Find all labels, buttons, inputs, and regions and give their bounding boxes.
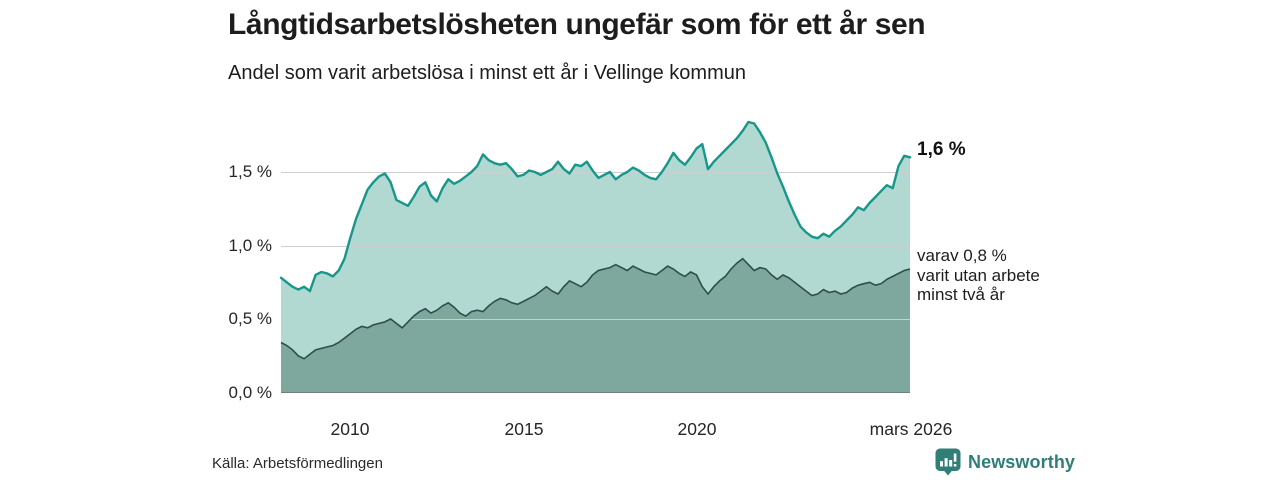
y-tick-label: 1,5 % (228, 162, 272, 181)
series-line-one-year (279, 120, 912, 293)
x-tick-label: 2015 (504, 419, 544, 439)
newsworthy-chart-pin-icon (935, 448, 961, 476)
brand-name: Newsworthy (968, 451, 1076, 472)
annotation-line: minst två år (917, 285, 1005, 304)
two-year-annotation: varav 0,8 % varit utan arbete minst två … (917, 246, 1040, 305)
series-line-two-years (280, 257, 911, 360)
chart-subtitle: Andel som varit arbetslösa i minst ett å… (228, 62, 746, 84)
annotation-line: varav 0,8 % (917, 246, 1007, 265)
latest-value-label: 1,6 % (917, 139, 966, 160)
source-note: Källa: Arbetsförmedlingen (212, 455, 383, 472)
x-tick-label: 2010 (330, 419, 370, 439)
area-fill-two-years (281, 258, 910, 393)
newsworthy-logo[interactable]: Newsworthy (935, 447, 1075, 477)
page-title: Långtidsarbetslösheten ungefär som för e… (228, 8, 926, 41)
x-tick-label: 2020 (677, 419, 717, 439)
x-tick-label: mars 2026 (869, 419, 953, 439)
y-tick-label: 1,0 % (228, 235, 272, 255)
y-tick-label: 0,0 % (228, 382, 272, 402)
y-tick-label: 0,5 % (228, 309, 272, 328)
annotation-line: varit utan arbete (917, 265, 1040, 285)
